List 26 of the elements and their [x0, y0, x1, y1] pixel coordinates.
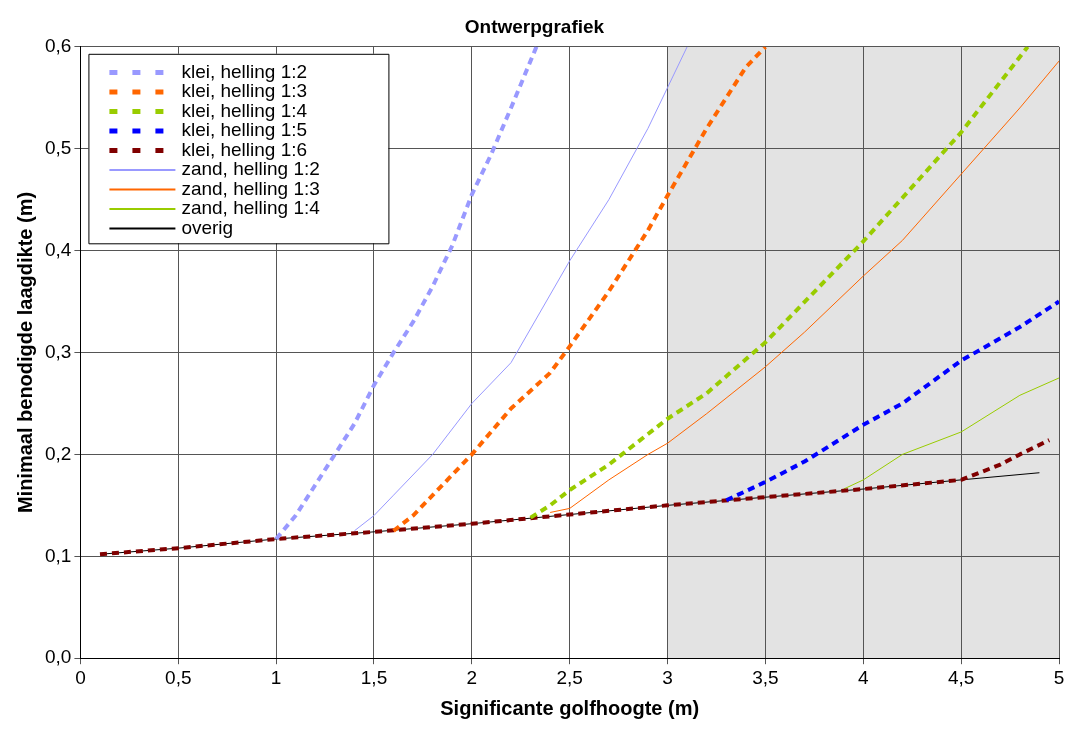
line-series	[391, 46, 768, 533]
line-series	[97, 438, 1052, 557]
legend-label: overig	[181, 216, 234, 238]
x-tick-label: 2	[466, 666, 478, 688]
x-tick-label: 5	[1053, 666, 1065, 688]
y-tick-label: 0,1	[44, 544, 72, 566]
y-tick-label: 0,0	[44, 646, 72, 668]
y-tick-label: 0,5	[44, 136, 72, 158]
y-tick-label: 0,4	[44, 238, 72, 260]
x-axis-title: Significante golfhoogte (m)	[440, 696, 700, 719]
legend-label: klei, helling 1:2	[181, 60, 308, 82]
x-tick-label: 3	[662, 666, 673, 688]
x-tick-label: 4	[857, 666, 869, 688]
y-tick-label: 0,6	[44, 35, 72, 57]
x-tick-label: 3,5	[752, 666, 779, 688]
y-tick-label: 0,3	[44, 340, 72, 362]
x-tick-label: 4,5	[947, 666, 975, 688]
x-tick-label: 1,5	[360, 666, 388, 688]
x-tick-label: 2,5	[556, 666, 583, 688]
x-tick-label: 1	[270, 666, 282, 688]
x-tick-label: 0,5	[165, 666, 192, 688]
x-tick-label: 0	[75, 666, 86, 688]
chart-title: Ontwerpgrafiek	[464, 15, 605, 37]
line-series	[724, 299, 1059, 503]
y-tick-label: 0,2	[44, 442, 72, 464]
y-axis-title: Minimaal benodigde laagdikte (m)	[13, 191, 36, 514]
